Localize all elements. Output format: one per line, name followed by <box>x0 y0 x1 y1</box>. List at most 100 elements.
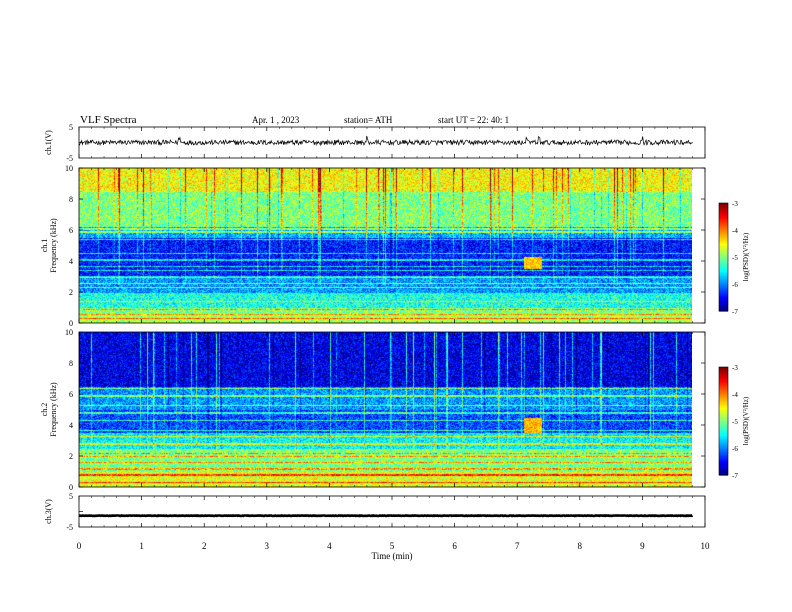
ch1-spectrogram-ytick-label: 6 <box>69 226 73 235</box>
ch1-waveform-ytick-top: 5 <box>69 123 73 132</box>
ch1-waveform-panel: 5 -5 ch.1(V) <box>44 123 706 163</box>
ch2-colorbar-swatch <box>719 429 728 432</box>
ch3-waveform-ylabel-line: ch.3(V) <box>44 499 53 524</box>
ch3-waveform-frame <box>78 495 706 528</box>
x-axis-label: Time (min) <box>372 551 413 561</box>
ch1-colorbar-swatch <box>719 258 728 261</box>
ch1-spectrogram-ylabel: ch.1Frequency (kHz) <box>40 218 58 273</box>
ch1-colorbar-swatch <box>719 221 728 224</box>
start-time-label: start UT = 22: 40: 1 <box>438 115 509 125</box>
ch2-colorbar-swatch <box>719 422 728 425</box>
ch1-colorbar-swatch <box>719 238 728 241</box>
ch2-colorbar-swatch <box>719 394 728 396</box>
ch3-waveform-panel: 5 -5 ch.3(V) 0 1 2 3 4 5 6 7 8 9 10 Time (min) <box>44 492 710 561</box>
x-tick-label: 8 <box>578 541 583 551</box>
ch1-colorbar-swatch <box>719 243 728 246</box>
ch1-colorbar-swatch <box>719 267 728 270</box>
ch2-colorbar-swatch <box>719 404 728 407</box>
ch1-colorbar-swatch <box>719 274 728 277</box>
ch2-colorbar-swatch <box>719 387 728 390</box>
ch1-colorbar-swatch <box>719 240 728 243</box>
ch1-colorbar-swatch <box>719 271 728 274</box>
ch2-spectrogram-ytick-label: 10 <box>65 328 73 337</box>
ch1-colorbar-swatch <box>719 248 728 251</box>
ch1-colorbar-swatch <box>719 284 728 286</box>
ch1-colorbar-swatch <box>719 298 728 301</box>
ch1-colorbar-swatch <box>719 209 728 212</box>
ch1-colorbar-swatch <box>719 265 728 268</box>
ch1-spectrogram-ytick-label: 10 <box>65 164 73 173</box>
ch1-colorbar-swatch <box>719 269 728 272</box>
ch2-colorbar-swatch <box>719 462 728 465</box>
ch2-colorbar-swatch <box>719 450 728 453</box>
ch1-colorbar-swatch <box>719 286 728 289</box>
ch2-spectrogram-ylabel-line: ch.2 <box>40 403 49 417</box>
ch2-colorbar-swatch <box>719 369 728 372</box>
ch1-colorbar-swatch <box>719 250 728 253</box>
ch2-colorbar-swatch <box>719 425 728 427</box>
ch2-colorbar-swatch <box>719 377 728 380</box>
ch1-waveform-ylabel: ch.1(V) <box>44 130 53 155</box>
ch1-colorbar-swatch <box>719 304 728 307</box>
ch1-colorbar-swatch <box>719 235 728 238</box>
ch2-spectrogram-ytick-label: 2 <box>69 452 73 461</box>
ch2-colorbar-swatch <box>719 448 728 450</box>
ch1-colorbar-tick-label: -4 <box>732 227 738 235</box>
ch1-colorbar-swatch <box>719 289 728 292</box>
ch2-colorbar-swatch <box>719 443 728 446</box>
ch1-colorbar-swatch <box>719 223 728 226</box>
ch2-colorbar-swatch <box>719 426 728 429</box>
ch2-colorbar-swatch <box>719 431 728 434</box>
ch2-colorbar-swatch <box>719 419 728 422</box>
ch2-colorbar-swatch <box>719 406 728 409</box>
ch2-colorbar-swatch <box>719 438 728 441</box>
ch2-colorbar-swatch <box>719 395 728 398</box>
ch1-colorbar-swatch <box>719 254 728 257</box>
ch2-colorbar-swatch <box>719 457 728 460</box>
ch1-colorbar-swatch <box>719 255 728 258</box>
ch2-colorbar-swatch <box>719 402 728 405</box>
ch1-colorbar-swatch <box>719 300 728 303</box>
ch1-colorbar-swatch <box>719 231 728 234</box>
ch1-colorbar-swatch <box>719 236 728 239</box>
ch3-waveform-ytick-bottom: -5 <box>66 523 73 532</box>
ch2-colorbar-swatch <box>719 371 728 373</box>
ch2-colorbar-swatch <box>719 461 728 464</box>
ch1-colorbar-swatch <box>719 251 728 254</box>
ch2-colorbar-swatch <box>719 392 728 395</box>
ch1-colorbar-swatch <box>719 282 728 285</box>
ch2-colorbar-swatch <box>719 427 728 430</box>
ch1-colorbar-swatch <box>719 277 728 280</box>
ch1-colorbar-swatch <box>719 261 728 263</box>
ch2-colorbar-swatch <box>719 430 728 433</box>
ch2-spectrogram-ylabel: ch.2Frequency (kHz) <box>40 382 58 437</box>
ch1-colorbar-swatch <box>719 306 728 309</box>
ch1-colorbar-swatch <box>719 244 728 247</box>
ch2-colorbar-swatch <box>719 380 728 383</box>
ch2-colorbar-swatch <box>719 407 728 410</box>
x-tick-label: 1 <box>139 541 144 551</box>
ch2-colorbar-swatch <box>719 381 728 384</box>
ch1-colorbar-swatch <box>719 305 728 308</box>
ch2-spectrogram-ytick-label: 0 <box>69 483 73 492</box>
ch1-colorbar-tick-label: -3 <box>732 200 738 208</box>
ch2-colorbar-swatch <box>719 458 728 461</box>
ch2-colorbar-swatch <box>719 383 728 386</box>
ch2-colorbar-swatch <box>719 385 728 388</box>
ch1-colorbar-swatch <box>719 262 728 265</box>
ch2-colorbar-swatch <box>719 454 728 457</box>
ch1-colorbar-swatch <box>719 234 728 236</box>
ch2-colorbar-swatch <box>719 389 728 392</box>
ch1-colorbar-swatch <box>719 302 728 305</box>
ch1-colorbar-swatch <box>719 252 728 255</box>
ch2-colorbar-swatch <box>719 376 728 379</box>
ch1-colorbar: -3 -4 -5 -6 -7 log(PSD)(V²/Hz) <box>718 200 750 316</box>
x-tick-label: 0 <box>77 541 82 551</box>
x-tick-label: 5 <box>390 541 395 551</box>
x-tick-label: 6 <box>452 541 457 551</box>
ch2-colorbar-swatch <box>719 408 728 411</box>
ch1-colorbar-tick-label: -6 <box>732 281 738 289</box>
ch1-colorbar-swatch <box>719 281 728 284</box>
